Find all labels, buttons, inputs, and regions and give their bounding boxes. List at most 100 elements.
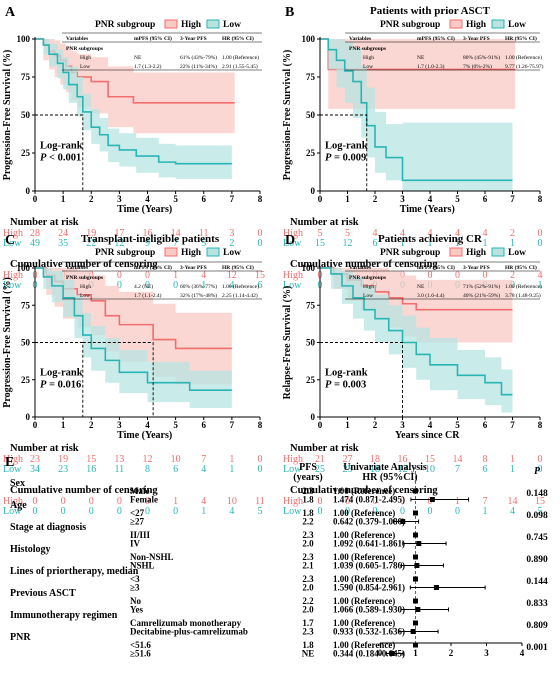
forest-hr-text: 1.039 (0.605-1.786) — [333, 561, 405, 571]
forest-subgroup: Camrelizumab monotherapy — [130, 618, 242, 628]
table-cell: 71% (52%-91%) — [463, 283, 500, 290]
x-tick-label: 6 — [202, 420, 207, 430]
risk-count: 16 — [143, 228, 153, 239]
risk-count: 0 — [538, 464, 543, 475]
risk-count: 23 — [343, 464, 353, 475]
table-cell: Low — [80, 293, 90, 299]
x-tick-label: 5 — [455, 420, 460, 430]
table-group-label: PNR subgroups — [349, 46, 386, 52]
forest-hr-text: 1.066 (0.589-1.930) — [333, 605, 405, 615]
y-tick-label: 50 — [306, 338, 316, 348]
table-cell: 40% (21%-59%) — [463, 292, 500, 299]
legend-label-high: High — [466, 20, 487, 30]
legend-title: PNR subgroup — [95, 248, 155, 258]
forest-pfs: 2.3 — [302, 486, 314, 496]
risk-count: 19 — [86, 228, 96, 239]
risk-count: 21 — [315, 454, 325, 465]
risk-count: 1 — [229, 464, 234, 475]
censor-count: 15 — [255, 270, 265, 281]
forest-p-value: 0.745 — [526, 533, 548, 543]
censor-count: 4 — [510, 506, 515, 517]
x-tick-label: 5 — [455, 194, 460, 204]
table-cell: 1.7 (1.3-2.2) — [134, 63, 162, 70]
censor-count: 0 — [89, 496, 94, 507]
risk-count: 1 — [510, 238, 515, 249]
censor-count: 0 — [400, 496, 405, 507]
risk-count: 1 — [229, 454, 234, 465]
table-cell: 61% (43%-79%) — [180, 54, 217, 61]
risk-count: 10 — [171, 454, 181, 465]
y-tick-label: 50 — [21, 110, 31, 120]
panel-e-letter: E — [5, 455, 14, 470]
risk-count: 12 — [114, 238, 124, 249]
censor-count: 6 — [258, 280, 263, 291]
table-cell: High — [80, 55, 91, 61]
legend-swatch-low — [206, 247, 220, 257]
risk-count: 3 — [229, 228, 234, 239]
table-header: 3-Year PFS — [180, 265, 207, 271]
risk-count: 1 — [483, 238, 488, 249]
table-cell: 1.7 (1.0-2.3) — [417, 63, 445, 70]
table-cell: 1.00 (Reference) — [505, 283, 542, 290]
legend-swatch-low — [491, 247, 505, 257]
x-tick-label: 4 — [428, 420, 433, 430]
censor-count: 0 — [483, 270, 488, 281]
panel-b-title: Patients with prior ASCT — [370, 5, 491, 17]
ci-band-low — [320, 39, 513, 191]
forest-subgroup: Yes — [130, 605, 143, 615]
censor-table-title: Cumulative number of censoring — [290, 259, 438, 270]
x-tick-label: 1 — [345, 194, 350, 204]
x-tick-label: 3 — [117, 420, 122, 430]
forest-pfs: 1.7 — [302, 618, 314, 628]
x-tick-label: 8 — [258, 194, 263, 204]
x-tick-label: 6 — [483, 194, 488, 204]
y-tick-label: 100 — [17, 263, 31, 273]
risk-row-label: High — [283, 454, 303, 465]
ci-band-high — [35, 39, 235, 134]
risk-count: 1 — [510, 464, 515, 475]
table-cell: 1.00 (Reference) — [222, 283, 259, 290]
forest-p-value: 0.890 — [526, 555, 548, 565]
censor-table-title: Cumulative number of censoring — [290, 485, 438, 496]
forest-hr-text: 0.344 (0.184-0.645) — [333, 649, 405, 659]
table-cell: Low — [80, 64, 90, 70]
p-header: P — [534, 466, 541, 477]
panel-d-letter: D — [285, 233, 295, 248]
censor-row-label: High — [3, 270, 23, 281]
table-cell: 2.25 (1.14-4.42) — [222, 292, 258, 299]
censor-count: 4 — [229, 506, 234, 517]
censor-count: 0 — [318, 496, 323, 507]
censor-count: 4 — [229, 280, 234, 291]
forest-hr-text: 1.590 (0.854-2.961) — [333, 583, 405, 593]
censor-count: 0 — [33, 496, 38, 507]
y-tick-label: 0 — [26, 412, 31, 422]
forest-subgroup: NSHL — [130, 561, 155, 571]
forest-hr-text: 1.00 (Reference) — [333, 508, 395, 518]
censor-table-title: Cumulative number of censoring — [10, 485, 158, 496]
forest-pfs: 2.1 — [302, 561, 314, 571]
forest-hr-text: 1.00 (Reference) — [333, 618, 395, 628]
table-cell: NE — [134, 55, 142, 61]
x-tick-label: 0 — [318, 194, 323, 204]
risk-row-label: Low — [283, 238, 302, 249]
table-header: mPFS (95% CI) — [134, 35, 172, 42]
legend-label-high: High — [181, 20, 202, 30]
forest-x-tick-label: 2 — [449, 648, 454, 658]
censor-count: 1 — [173, 270, 178, 281]
y-tick-label: 25 — [21, 148, 31, 158]
logrank-label: Log-rank — [325, 367, 368, 378]
censor-count: 10 — [227, 496, 237, 507]
table-cell: 1.7 (1.1-2.4) — [134, 292, 162, 299]
forest-x-tick-label: 1 — [413, 648, 418, 658]
y-axis-label: Progression-Free Survival (%) — [2, 50, 13, 181]
forest-pfs: 1.8 — [302, 640, 314, 650]
table-cell: Low — [363, 64, 373, 70]
legend-swatch-high — [164, 247, 178, 257]
censor-count: 5 — [258, 506, 263, 517]
x-tick-label: 5 — [173, 420, 178, 430]
panel-d-title: Patients achieving CR — [378, 233, 483, 245]
censor-count: 0 — [61, 506, 66, 517]
y-tick-label: 25 — [306, 148, 316, 158]
median-line — [320, 342, 403, 417]
risk-count: 14 — [453, 454, 463, 465]
